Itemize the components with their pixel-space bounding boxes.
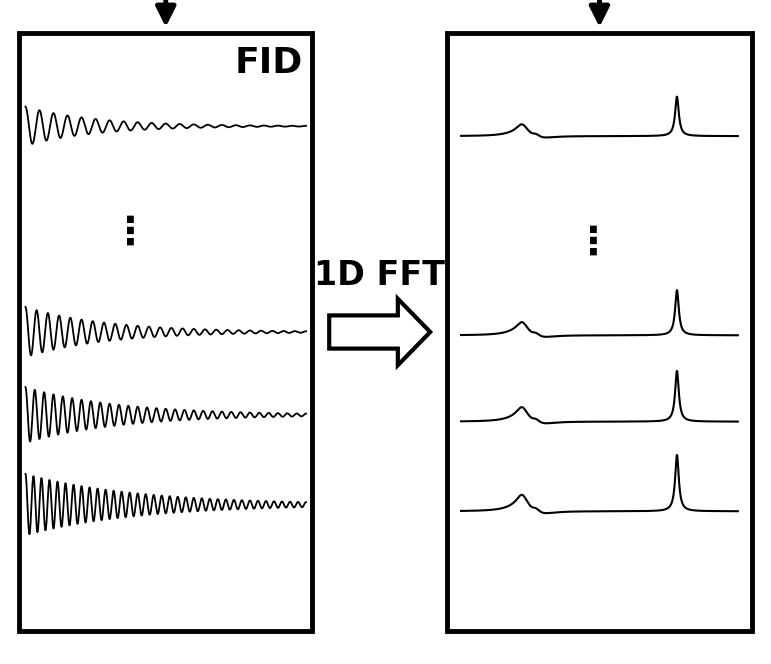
FancyBboxPatch shape [19, 33, 312, 631]
Text: ⋮: ⋮ [111, 213, 150, 252]
FancyBboxPatch shape [447, 33, 752, 631]
FancyArrow shape [329, 299, 430, 365]
Text: FID: FID [234, 46, 303, 80]
Text: ⋮: ⋮ [574, 223, 613, 262]
Text: 1D FFT: 1D FFT [315, 259, 445, 292]
